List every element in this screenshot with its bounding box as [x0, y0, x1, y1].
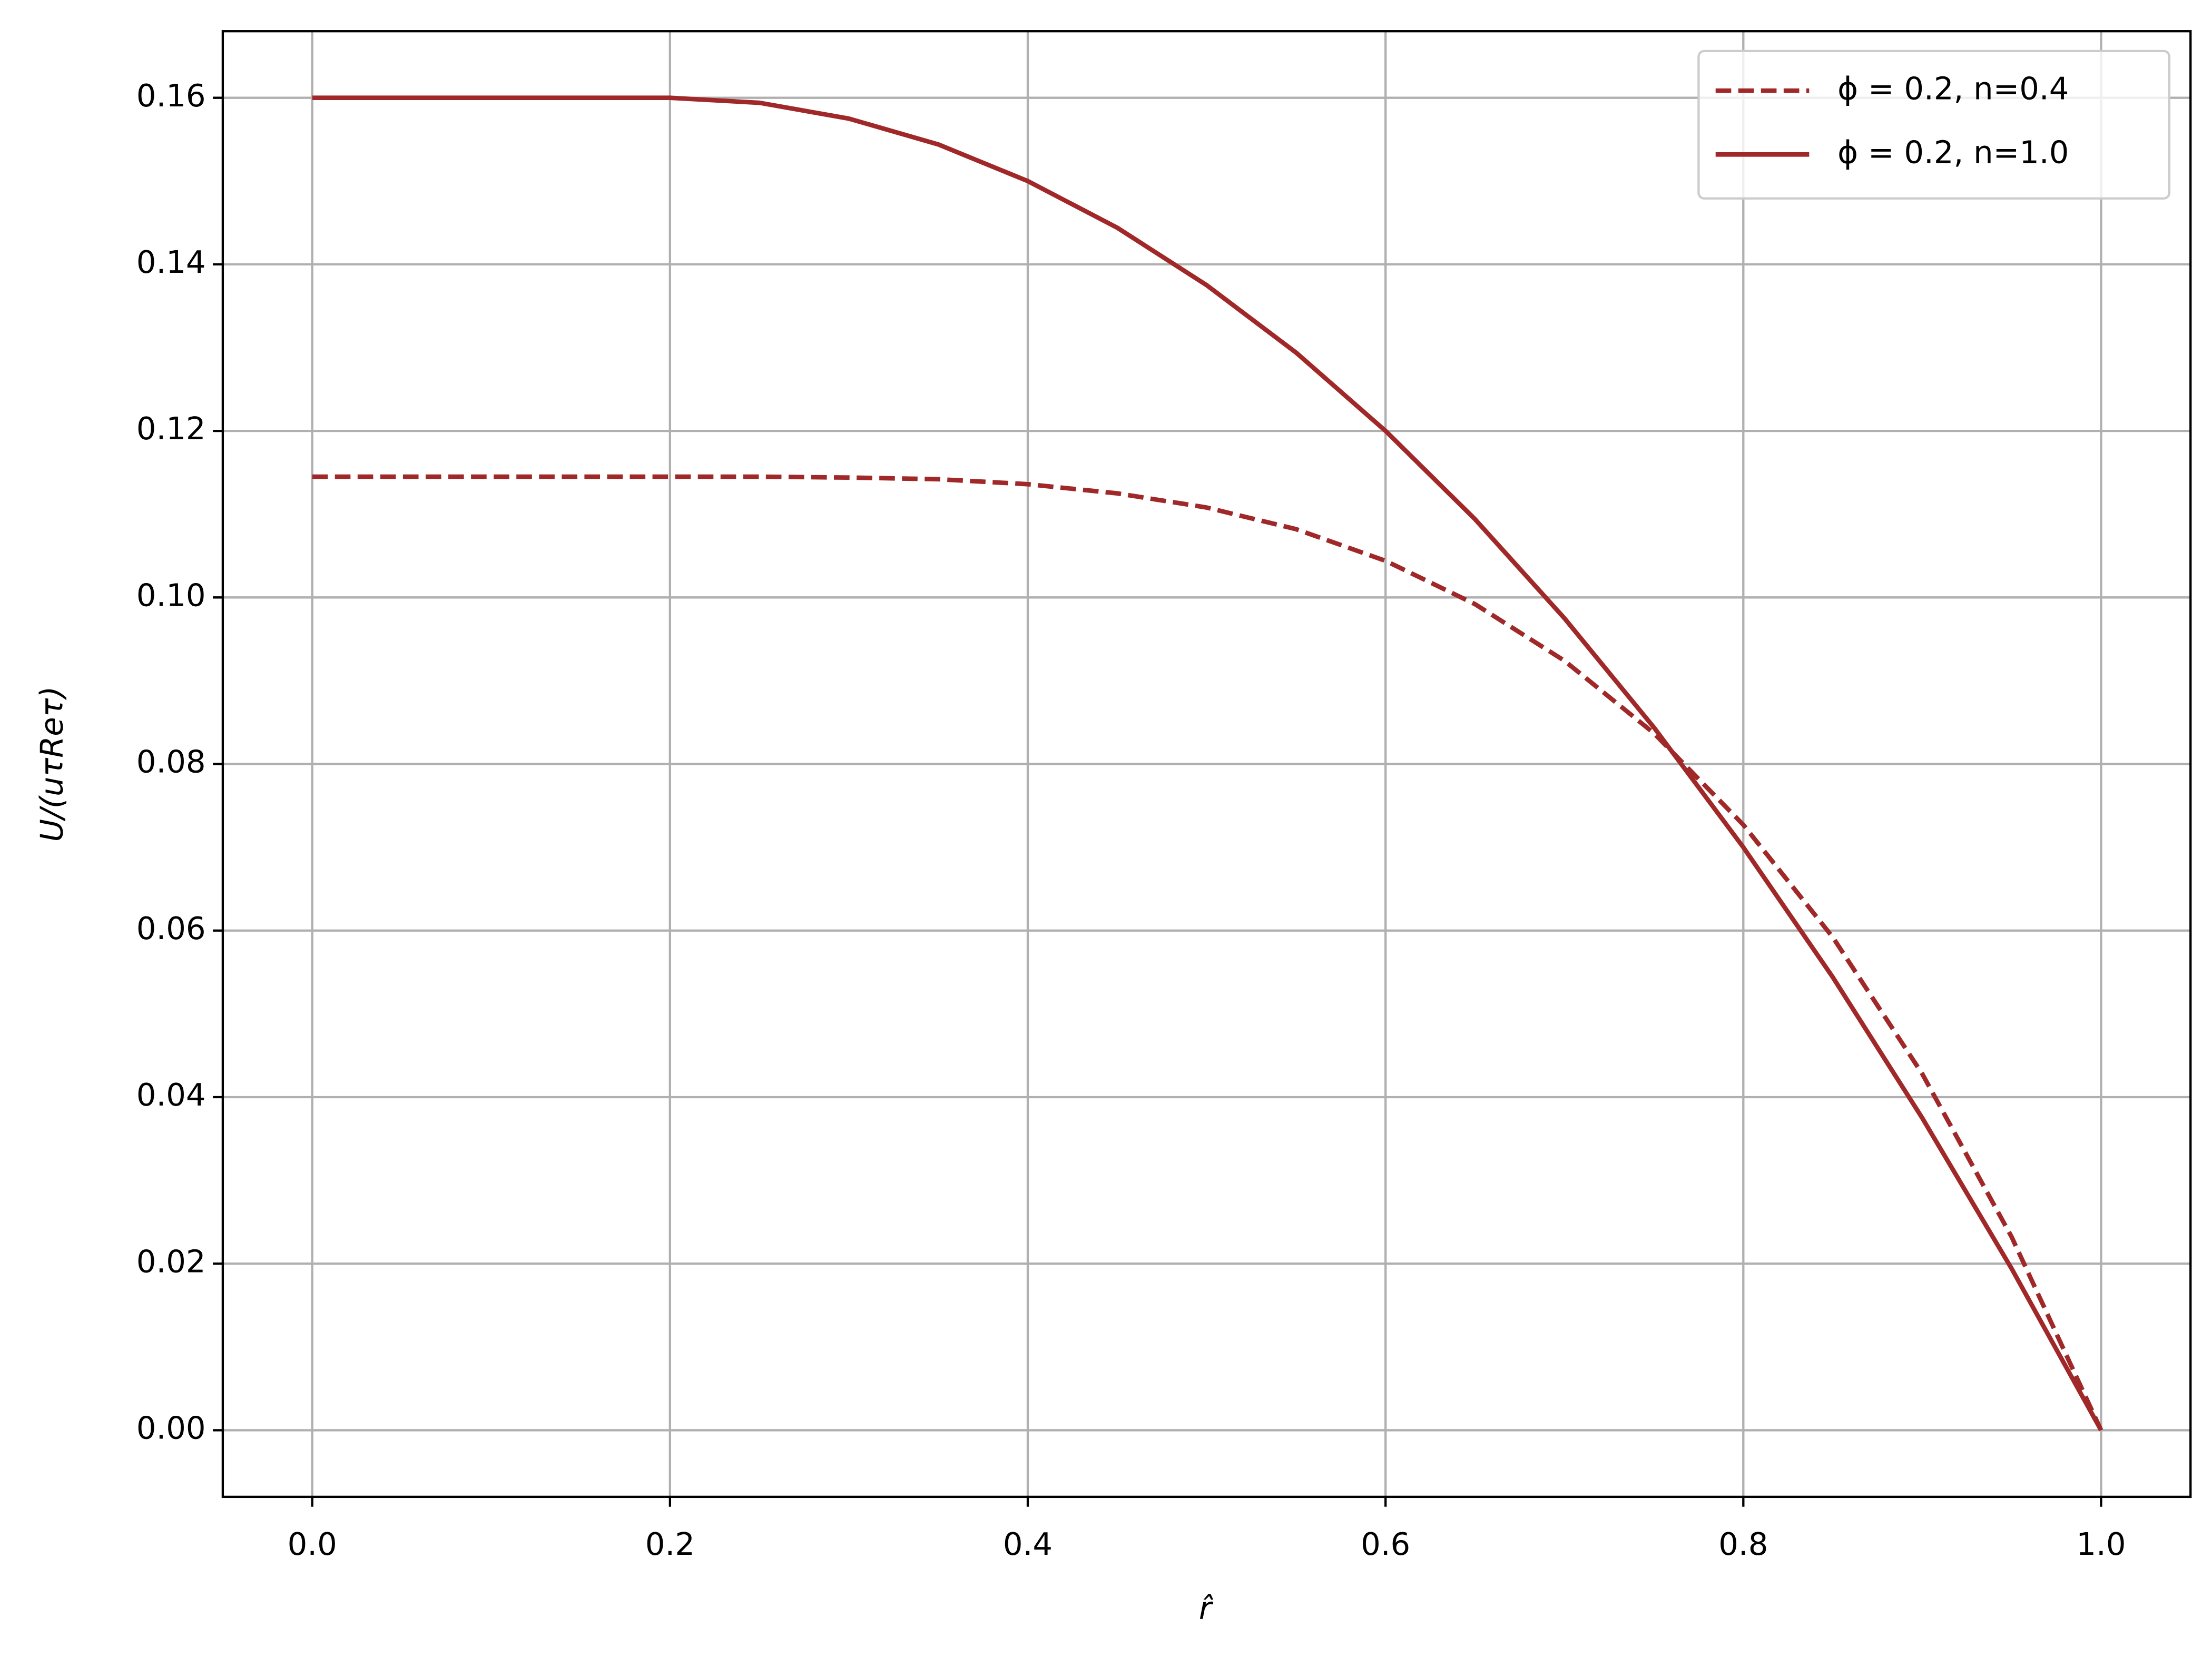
- y-tick-label: 0.08: [136, 744, 206, 780]
- y-tick-label: 0.02: [136, 1243, 206, 1279]
- y-tick-label: 0.10: [136, 577, 206, 613]
- legend-box: [1697, 50, 2171, 200]
- y-tick-label: 0.14: [136, 244, 206, 280]
- x-axis-label: r̂: [1199, 1590, 1214, 1626]
- y-tick-label: 0.00: [136, 1410, 206, 1446]
- line-series: [312, 95, 2103, 1432]
- y-tick-label: 0.16: [136, 77, 206, 114]
- x-tick-label: 0.4: [1003, 1526, 1053, 1562]
- x-tick-label: 1.0: [2076, 1526, 2126, 1562]
- legend: ϕ = 0.2, n=0.4 ϕ = 0.2, n=1.0: [1697, 50, 2171, 200]
- legend-label: ϕ = 0.2, n=0.4: [1837, 70, 2069, 106]
- y-tick-label: 0.06: [136, 910, 206, 946]
- plot-frame: [221, 30, 2192, 1498]
- y-tick-label: 0.12: [136, 410, 206, 447]
- x-tick-label: 0.0: [288, 1526, 337, 1562]
- x-tick-label: 0.8: [1718, 1526, 1768, 1562]
- y-axis-label: U/(uτReτ): [34, 686, 70, 842]
- legend-label: ϕ = 0.2, n=1.0: [1837, 134, 2069, 170]
- line-series: [312, 474, 2103, 1432]
- x-tick-label: 0.6: [1361, 1526, 1410, 1562]
- x-tick-label: 0.2: [645, 1526, 695, 1562]
- y-tick-label: 0.04: [136, 1077, 206, 1113]
